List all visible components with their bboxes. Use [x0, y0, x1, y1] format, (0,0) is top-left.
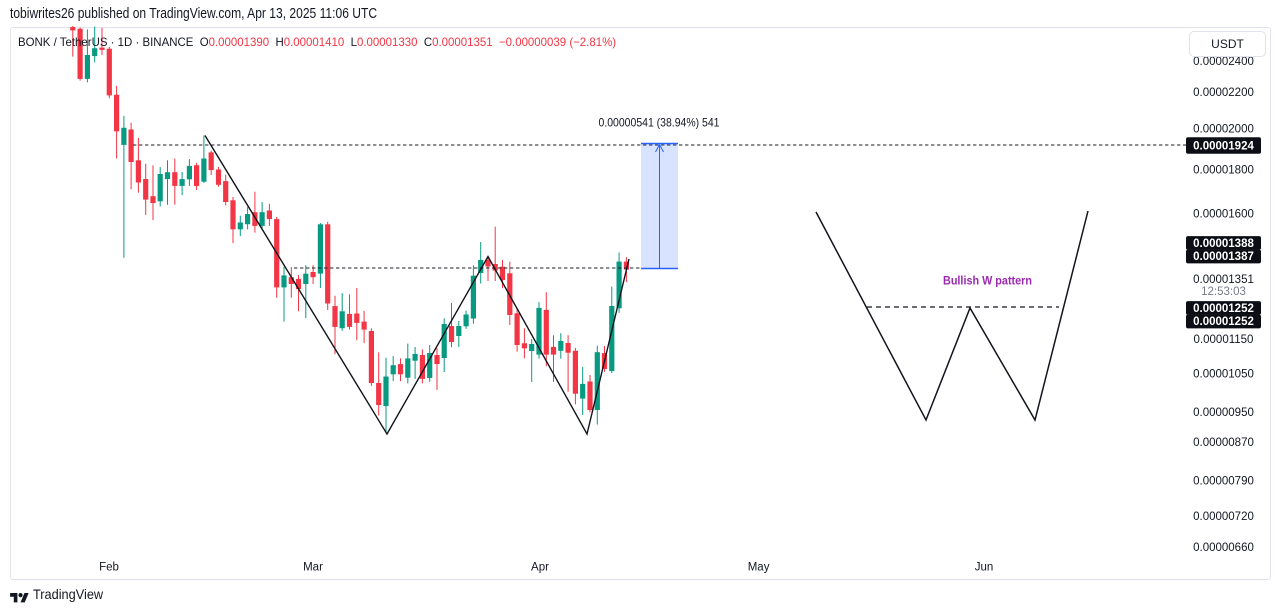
svg-text:Apr: Apr — [531, 562, 549, 574]
svg-text:0.00002000: 0.00002000 — [1193, 124, 1254, 136]
svg-text:0.00001252: 0.00001252 — [1193, 316, 1254, 328]
svg-text:0.00001252: 0.00001252 — [1193, 303, 1254, 315]
svg-text:May: May — [748, 562, 770, 574]
svg-text:Feb: Feb — [99, 562, 119, 574]
svg-text:0.00001150: 0.00001150 — [1194, 334, 1254, 346]
svg-text:0.00000790: 0.00000790 — [1193, 476, 1254, 488]
svg-text:0.00001600: 0.00001600 — [1193, 209, 1254, 221]
svg-text:0.00000541 (38.94%) 541: 0.00000541 (38.94%) 541 — [599, 116, 720, 130]
svg-text:0.00001388: 0.00001388 — [1193, 238, 1254, 250]
svg-text:Jun: Jun — [975, 562, 994, 574]
svg-text:12:53:03: 12:53:03 — [1201, 286, 1246, 298]
svg-text:0.00002200: 0.00002200 — [1193, 87, 1254, 99]
svg-text:Bullish W pattern: Bullish W pattern — [943, 276, 1032, 288]
svg-text:0.00001050: 0.00001050 — [1193, 369, 1254, 381]
svg-text:0.00002400: 0.00002400 — [1193, 56, 1254, 68]
svg-text:0.00001924: 0.00001924 — [1193, 141, 1254, 153]
svg-text:0.00000720: 0.00000720 — [1193, 511, 1254, 523]
svg-text:0.00000870: 0.00000870 — [1193, 437, 1254, 449]
svg-text:0.00001800: 0.00001800 — [1193, 165, 1254, 177]
svg-text:0.00001351: 0.00001351 — [1193, 274, 1254, 286]
svg-text:0.00000660: 0.00000660 — [1193, 542, 1254, 554]
svg-text:Mar: Mar — [303, 562, 323, 574]
svg-text:0.00001387: 0.00001387 — [1193, 251, 1254, 263]
svg-text:0.00000950: 0.00000950 — [1193, 407, 1254, 419]
